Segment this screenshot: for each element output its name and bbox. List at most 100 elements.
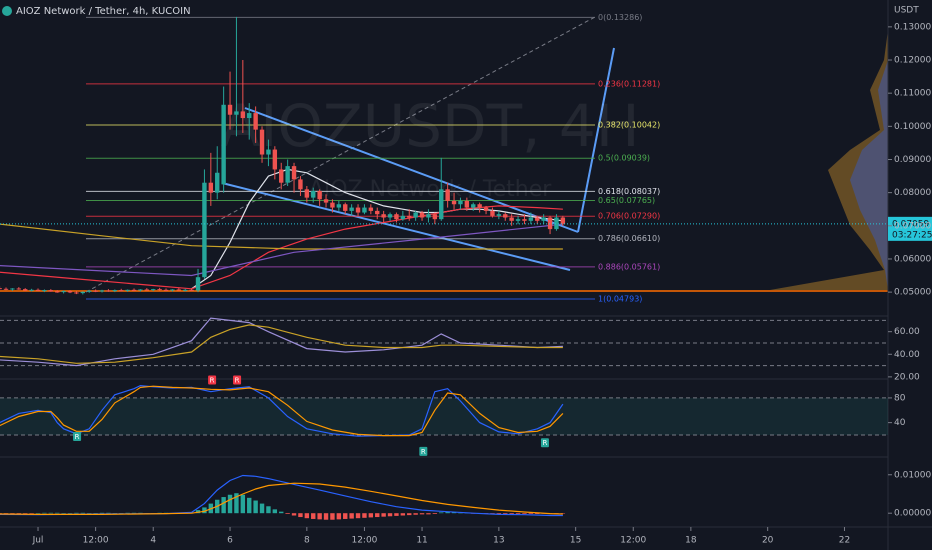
x-tick-label: 13 — [493, 536, 504, 546]
candle-body — [477, 204, 482, 208]
candle-body — [151, 289, 156, 291]
watermark: AIOZUSDT, 4H — [221, 92, 640, 160]
candle-body — [355, 207, 361, 213]
channel-lower — [221, 182, 571, 271]
fib-label: 0.786(0.06610) — [598, 234, 660, 243]
x-tick-label: 18 — [685, 536, 697, 546]
y-tick-label: 60.00 — [894, 327, 920, 337]
price-axis-label: USDT — [894, 6, 919, 16]
y-tick-label: 0.12000 — [894, 56, 931, 66]
y-tick-label: 0.08000 — [894, 188, 931, 198]
signal-marker — [73, 432, 82, 442]
candle-body — [266, 149, 271, 155]
histogram-bar — [253, 500, 258, 514]
y-tick-label: 0.13000 — [894, 22, 931, 32]
candle-body — [407, 215, 412, 218]
candle-body — [67, 291, 73, 293]
y-tick-label: 0.10000 — [894, 122, 931, 132]
indicator-line — [0, 317, 563, 367]
histogram-bar — [266, 506, 271, 514]
histogram-bar — [509, 513, 514, 515]
histogram-bar — [93, 513, 98, 514]
fib-label: 0.886(0.05761) — [598, 262, 660, 271]
signal-marker — [208, 375, 217, 385]
candle-body — [330, 202, 335, 208]
candle-body — [471, 204, 476, 208]
histogram-bar — [131, 512, 137, 514]
candle-body — [80, 291, 86, 294]
candle-body — [106, 290, 111, 292]
y-tick-label: 0.07000 — [894, 221, 931, 231]
histogram-bar — [272, 509, 278, 514]
watermark-subtitle: AIOZ Network / Tether — [309, 177, 553, 202]
histogram-bar — [35, 513, 41, 514]
fib-label: 0.65(0.07765) — [598, 196, 655, 205]
histogram-bar — [29, 513, 34, 514]
fib-label: 1(0.04793) — [598, 294, 642, 303]
histogram-bar — [394, 513, 399, 516]
indicator-line — [0, 384, 564, 437]
histogram-bar — [515, 513, 521, 514]
candle-body — [176, 289, 182, 291]
last-price-label: 0.07059 — [892, 219, 929, 229]
candle-body — [560, 217, 566, 224]
candle-body — [10, 288, 15, 290]
signal-label: R — [75, 433, 80, 441]
histogram-bar — [407, 513, 412, 516]
y-tick-label: 0.06000 — [894, 254, 931, 264]
signal-marker — [233, 375, 242, 385]
candle-body — [496, 214, 502, 216]
candle-body — [509, 217, 514, 221]
candle-body — [170, 289, 175, 291]
candle-body — [3, 288, 9, 290]
band — [0, 397, 888, 435]
candle-body — [195, 277, 201, 291]
candle-body — [554, 217, 559, 230]
histogram-bar — [400, 513, 406, 516]
chart-title: AIOZ Network / Tether, 4h, KUCOIN — [16, 6, 191, 17]
y-tick-label: 0.11000 — [894, 89, 931, 99]
histogram-bar — [336, 513, 342, 520]
histogram-bar — [535, 513, 540, 514]
candle-body — [547, 217, 553, 230]
candle-body — [311, 190, 316, 198]
candle-body — [29, 289, 34, 291]
histogram-bar — [87, 513, 92, 514]
candle-body — [541, 217, 546, 221]
candle-body — [432, 214, 438, 220]
candle-body — [74, 292, 79, 294]
y-tick-label: 40.00 — [894, 350, 920, 360]
fib-label: 0.618(0.08037) — [598, 187, 660, 196]
histogram-bar — [304, 513, 310, 519]
histogram-bar — [138, 512, 143, 514]
x-tick-label: 15 — [570, 536, 581, 546]
histogram-bar — [125, 512, 130, 514]
last-price-box — [888, 216, 932, 241]
histogram-bar — [298, 513, 303, 518]
histogram-bar — [42, 512, 47, 514]
candle-body — [144, 289, 150, 291]
y-tick-label: 0.05000 — [894, 288, 931, 298]
histogram-bar — [330, 513, 335, 520]
candle-body — [189, 289, 194, 291]
candle-body — [522, 219, 527, 221]
signal-label: R — [210, 377, 215, 385]
candle-body — [503, 214, 508, 218]
candle-body — [291, 166, 297, 180]
channel-upper — [244, 107, 579, 233]
histogram-bar — [503, 513, 508, 515]
histogram-bar — [291, 513, 297, 516]
candle-body — [323, 199, 329, 203]
candle-body — [298, 179, 303, 190]
histogram-bar — [16, 513, 22, 514]
volume-profile — [770, 30, 888, 290]
indicator-line — [191, 168, 563, 290]
signal-label: R — [542, 439, 547, 447]
fib-label: 0.706(0.07290) — [598, 212, 660, 221]
candle-body — [451, 200, 457, 205]
candle-body — [23, 289, 28, 291]
candle-body — [208, 182, 214, 193]
candle-body — [87, 290, 92, 292]
candle-body — [61, 291, 66, 293]
